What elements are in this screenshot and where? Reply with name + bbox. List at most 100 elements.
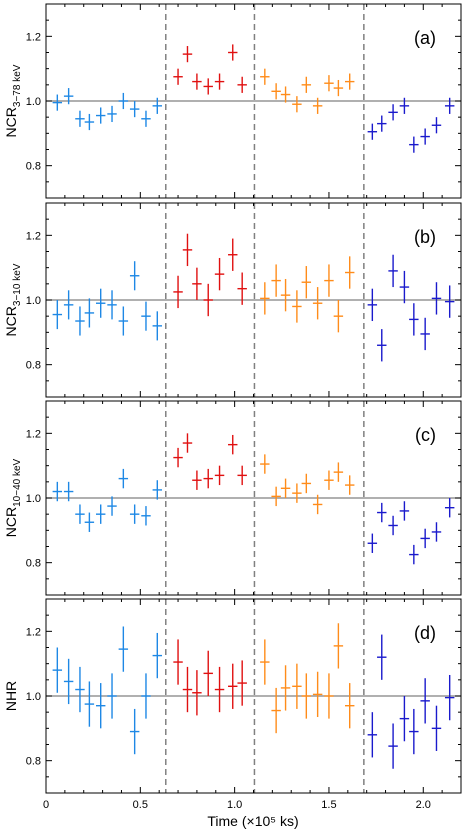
panel-d: 0.8 1.0 1.2 (d) NHR 0 0.5 1.0 1.5 2.0 [3,598,462,811]
data-point-segment-4 [399,270,410,304]
data-point-segment-4 [367,288,378,322]
panel-tag: (c) [415,425,436,445]
data-point-segment-4 [388,515,398,536]
y-axis-label-subscript: 10−40 keV [12,458,23,506]
data-point-segment-4 [367,712,378,758]
data-point-segment-1 [95,107,106,124]
y-axis-label-main: NHR [3,681,19,711]
data-point-segment-1 [107,496,117,516]
data-point-segment-4 [399,97,410,114]
data-point-segment-4 [420,317,430,351]
data-point-segment-4 [377,634,387,680]
panel-tag: (b) [414,227,436,247]
data-point-segment-2 [203,468,213,489]
data-point-segment-1 [152,632,163,679]
data-point-segment-4 [409,303,419,336]
data-point-segment-3 [312,97,323,114]
data-point-segment-3 [271,264,281,297]
data-point-segment-4 [367,533,378,553]
data-point-segment-1 [152,311,163,341]
data-point-segment-3 [280,278,291,312]
data-point-segment-1 [75,110,85,127]
data-point-segment-4 [444,97,455,114]
data-point-segment-3 [260,639,270,685]
data-point-segment-1 [152,97,163,114]
y-axis-label: NCR3−78 keV [3,64,23,137]
data-point-segment-4 [367,123,378,140]
data-point-segment-4 [431,705,442,751]
data-point-segment-1 [141,506,151,526]
y-tick-label: 0.8 [26,161,41,173]
data-point-segment-1 [118,468,129,489]
y-tick-label: 1.0 [26,96,41,108]
data-point-segment-3 [344,683,355,729]
data-point-segment-4 [377,115,387,132]
data-point-segment-4 [388,254,398,288]
data-point-segment-4 [377,329,387,362]
y-tick-label: 0.8 [26,558,41,570]
data-point-segment-3 [280,86,291,103]
y-tick-label: 0.8 [26,756,41,768]
data-point-segment-1 [129,504,140,524]
data-point-segment-3 [292,483,302,503]
x-tick-label: 0 [43,799,49,811]
data-point-segment-2 [203,650,213,696]
data-point-segment-1 [84,298,95,328]
x-tick-label: 1.0 [227,799,242,811]
y-tick-label: 1.2 [26,230,41,242]
data-point-segment-2 [228,44,238,61]
data-point-segment-3 [292,663,302,709]
x-tick-label: 1.5 [321,799,336,811]
data-point-segment-3 [344,73,355,90]
data-point-segment-3 [292,290,302,323]
y-axis-label-subscript: 3−10 keV [12,263,23,306]
data-point-segment-1 [129,708,140,755]
data-point-segment-1 [52,647,63,693]
data-point-segment-3 [271,687,281,734]
data-point-segment-1 [141,673,151,719]
data-point-segment-1 [75,306,85,336]
data-point-segment-3 [312,494,323,515]
data-point-segment-3 [301,473,312,494]
data-point-segment-3 [312,671,323,718]
data-point-segment-1 [107,673,117,719]
data-point-segment-2 [237,660,247,706]
x-tick-label: 2.0 [416,799,431,811]
data-point-segment-1 [129,261,140,291]
data-point-segment-3 [271,83,281,100]
data-point-segment-1 [118,306,129,336]
y-axis-label: NCR3−10 keV [3,263,23,336]
panel-b: 0.8 1.0 1.2 (b) NCR3−10 keV [3,202,462,398]
panel-tag: (a) [414,28,436,48]
y-tick-label: 1.2 [26,428,41,440]
data-point-segment-2 [228,663,238,709]
data-point-segment-1 [118,626,129,672]
y-tick-label: 1.2 [26,31,41,43]
data-point-segment-3 [301,76,312,93]
data-point-segment-2 [182,233,193,267]
data-point-segment-3 [280,665,291,711]
data-point-segment-4 [409,544,419,565]
y-axis-label-main: NCR [3,107,19,137]
data-point-segment-3 [333,300,344,333]
data-point-segment-1 [129,101,140,118]
data-point-segment-2 [214,257,225,291]
data-point-segment-1 [63,481,74,502]
data-point-segment-1 [107,290,117,320]
data-point-segment-2 [182,666,193,713]
data-point-segment-2 [237,76,247,93]
y-axis-label: NHR [3,681,19,711]
data-point-segment-2 [214,666,225,713]
y-axis-label: NCR10−40 keV [3,458,23,537]
data-point-segment-3 [333,462,344,482]
data-point-segment-1 [95,683,106,729]
y-tick-label: 1.0 [26,691,41,703]
data-point-segment-1 [75,504,85,524]
y-tick-label: 0.8 [26,360,41,372]
data-point-segment-3 [301,673,312,719]
data-point-segment-2 [173,639,183,685]
y-tick-label: 1.2 [26,626,41,638]
data-point-segment-3 [333,623,344,669]
y-axis-label-main: NCR [3,507,19,537]
